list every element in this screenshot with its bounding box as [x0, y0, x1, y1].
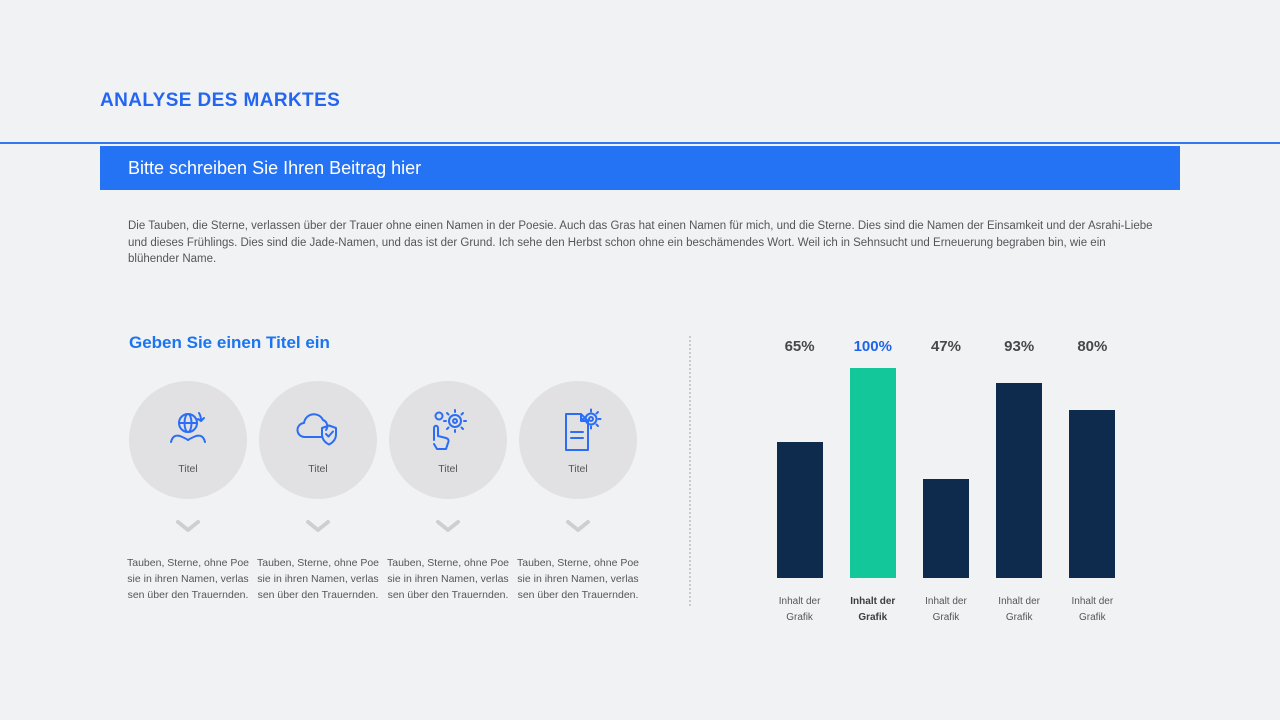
page-title: ANALYSE DES MARKTES	[100, 90, 341, 111]
feature-caption: Tauben, Sterne, ohne Poesie in ihren Nam…	[387, 557, 510, 601]
feature-item: Titel Tauben, Sterne, ohne Poesie in ihr…	[123, 381, 253, 603]
feature-title: Titel	[178, 462, 198, 475]
bar-column: 100% Inhalt der Grafik	[836, 338, 909, 625]
bar-value-label: 100%	[853, 338, 892, 355]
feature-caption: Tauben, Sterne, ohne Poesie in ihren Nam…	[257, 557, 380, 601]
bar-value-label: 80%	[1077, 338, 1108, 355]
bar-column: 80% Inhalt der Grafik	[1056, 338, 1129, 625]
document-gear-icon	[552, 406, 604, 458]
bar	[1069, 410, 1116, 578]
bar-column: 47% Inhalt der Grafik	[909, 338, 982, 625]
banner-text: Bitte schreiben Sie Ihren Beitrag hier	[128, 157, 422, 178]
bar-category-label: Inhalt der Grafik	[1071, 596, 1114, 623]
chevron-down-icon	[175, 519, 201, 533]
section-heading: Geben Sie einen Titel ein	[129, 333, 330, 352]
feature-circle: Titel	[519, 381, 637, 499]
bar-category-label: Inhalt der Grafik	[850, 596, 896, 623]
header-divider-line	[0, 142, 1280, 144]
feature-item: Titel Tauben, Sterne, ohne Poesie in ihr…	[383, 381, 513, 603]
bar-value-label: 93%	[1004, 338, 1035, 355]
bar	[849, 368, 896, 578]
bar-column: 93% Inhalt der Grafik	[983, 338, 1056, 625]
bar-chart: 65% Inhalt der Grafik 100% Inhalt der Gr…	[763, 338, 1129, 625]
banner: Bitte schreiben Sie Ihren Beitrag hier	[100, 146, 1180, 190]
hands-globe-icon	[162, 406, 214, 458]
cloud-shield-icon	[292, 406, 344, 458]
bar-category-label: Inhalt der Grafik	[998, 596, 1040, 623]
feature-title: Titel	[308, 462, 328, 475]
bar	[996, 382, 1043, 578]
chevron-down-icon	[305, 519, 331, 533]
feature-caption: Tauben, Sterne, ohne Poesie in ihren Nam…	[517, 557, 640, 601]
vertical-dotted-divider	[689, 336, 691, 606]
feature-circle: Titel	[259, 381, 377, 499]
bar-value-label: 47%	[930, 338, 961, 355]
bar-column: 65% Inhalt der Grafik	[763, 338, 836, 625]
bar-category-label: Inhalt der Grafik	[925, 596, 967, 623]
feature-item: Titel Tauben, Sterne, ohne Poesie in ihr…	[253, 381, 383, 603]
bar	[776, 441, 823, 578]
chevron-down-icon	[435, 519, 461, 533]
feature-circle: Titel	[129, 381, 247, 499]
chevron-down-icon	[565, 519, 591, 533]
feature-title: Titel	[438, 462, 458, 475]
feature-caption: Tauben, Sterne, ohne Poesie in ihren Nam…	[127, 557, 250, 601]
feature-items-row: Titel Tauben, Sterne, ohne Poesie in ihr…	[123, 381, 643, 603]
bar-category-label: Inhalt der Grafik	[778, 596, 821, 623]
bar-value-label: 65%	[784, 338, 815, 355]
feature-title: Titel	[568, 462, 588, 475]
body-paragraph: Die Tauben, die Sterne, verlassen über d…	[128, 220, 1153, 265]
feature-item: Titel Tauben, Sterne, ohne Poesie in ihr…	[513, 381, 643, 603]
bar	[922, 479, 969, 578]
feature-circle: Titel	[389, 381, 507, 499]
hand-gears-icon	[422, 406, 474, 458]
